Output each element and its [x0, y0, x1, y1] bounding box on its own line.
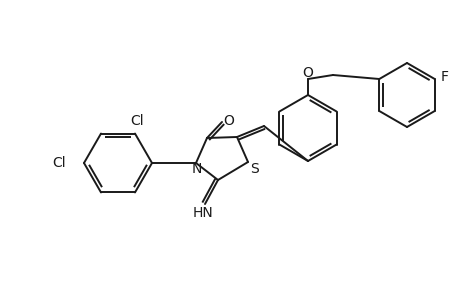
Text: N: N — [191, 162, 202, 176]
Text: HN: HN — [192, 206, 213, 220]
Text: O: O — [223, 114, 234, 128]
Text: Cl: Cl — [130, 114, 144, 128]
Text: Cl: Cl — [52, 156, 66, 170]
Text: S: S — [250, 162, 259, 176]
Text: O: O — [302, 66, 313, 80]
Text: F: F — [440, 70, 448, 84]
